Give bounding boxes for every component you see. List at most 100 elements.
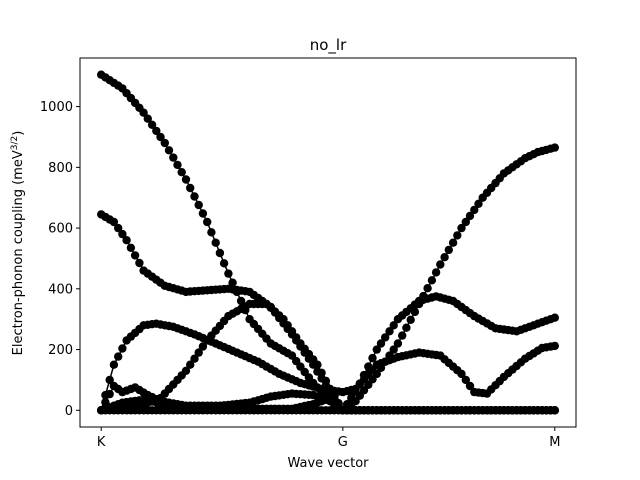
data-point-0-88 bbox=[470, 205, 479, 215]
x-tick-label-0: K bbox=[97, 435, 106, 450]
data-point-0-22 bbox=[190, 192, 199, 201]
data-point-1-69 bbox=[389, 321, 398, 330]
data-point-0-25 bbox=[203, 217, 212, 227]
data-point-3-45 bbox=[287, 327, 297, 336]
data-point-1-6 bbox=[122, 236, 131, 245]
y-axis-ticks: 0 200 400 600 800 1000 bbox=[40, 100, 80, 419]
data-point-0-31 bbox=[228, 278, 237, 287]
data-point-0-84 bbox=[453, 231, 462, 240]
x-tick-label-1: G bbox=[338, 435, 348, 450]
data-point-2-4 bbox=[114, 352, 123, 361]
y-tick-label-1: 200 bbox=[48, 343, 73, 358]
data-point-0-23 bbox=[194, 200, 203, 210]
data-point-0-30 bbox=[224, 269, 233, 278]
data-point-0-85 bbox=[457, 223, 466, 233]
y-axis-label-sup: 3/2 bbox=[10, 136, 20, 150]
data-point-3-22 bbox=[190, 354, 199, 363]
data-point-0-20 bbox=[181, 175, 191, 184]
data-point-0-16 bbox=[164, 146, 174, 155]
data-point-0-79 bbox=[431, 268, 441, 277]
data-point-0-14 bbox=[156, 132, 165, 142]
data-point-3-52 bbox=[317, 368, 326, 377]
data-point-3-44 bbox=[283, 321, 292, 330]
data-point-2-86 bbox=[461, 375, 470, 385]
data-point-2-3 bbox=[109, 360, 119, 369]
data-point-0-77 bbox=[423, 284, 432, 293]
y-axis-label-main: Electron-phonon coupling (meV bbox=[11, 150, 26, 355]
data-point-0-24 bbox=[198, 209, 208, 218]
data-point-0-87 bbox=[465, 211, 475, 221]
y-axis-label: Electron-phonon coupling (meV3/2) bbox=[10, 131, 26, 356]
data-point-0-12 bbox=[147, 120, 157, 129]
data-point-0-18 bbox=[173, 160, 182, 170]
data-point-0-78 bbox=[427, 276, 437, 285]
x-tick-label-2: M bbox=[549, 435, 560, 450]
data-point-1-66 bbox=[376, 339, 386, 348]
data-point-0-17 bbox=[169, 153, 178, 162]
data-point-3-51 bbox=[313, 360, 322, 369]
data-point-0-81 bbox=[440, 253, 449, 262]
data-point-2-107 bbox=[550, 341, 559, 351]
data-point-2-85 bbox=[457, 369, 466, 379]
data-point-0-89 bbox=[474, 199, 483, 208]
data-point-3-53 bbox=[321, 376, 331, 386]
data-point-1-8 bbox=[130, 251, 140, 260]
data-point-0-15 bbox=[160, 138, 169, 148]
data-point-3-21 bbox=[186, 360, 195, 369]
y-tick-label-4: 800 bbox=[48, 161, 73, 176]
data-point-0-82 bbox=[444, 245, 453, 255]
data-point-0-107 bbox=[550, 143, 559, 152]
data-point-2-2 bbox=[105, 375, 114, 385]
data-point-0-28 bbox=[215, 248, 225, 258]
data-point-0-86 bbox=[461, 217, 470, 227]
data-point-1-59 bbox=[347, 393, 356, 403]
data-point-0-71 bbox=[398, 331, 407, 340]
data-point-3-23 bbox=[194, 348, 203, 357]
data-point-6-107 bbox=[550, 406, 559, 415]
data-point-0-19 bbox=[177, 168, 186, 177]
data-point-0-27 bbox=[211, 238, 220, 247]
y-tick-label-5: 1000 bbox=[40, 100, 73, 115]
data-point-0-29 bbox=[219, 259, 229, 268]
data-point-0-13 bbox=[152, 126, 161, 136]
plot-frame bbox=[79, 57, 577, 428]
data-point-2-5 bbox=[118, 344, 127, 353]
data-point-1-64 bbox=[368, 353, 377, 363]
y-tick-label-3: 600 bbox=[48, 222, 73, 237]
data-point-2-87 bbox=[465, 381, 475, 391]
series-layer bbox=[97, 70, 559, 415]
y-tick-label-0: 0 bbox=[65, 404, 73, 419]
data-point-0-72 bbox=[402, 323, 411, 332]
data-point-1-5 bbox=[118, 229, 127, 239]
data-point-1-107 bbox=[550, 313, 559, 322]
data-point-0-11 bbox=[143, 114, 152, 123]
data-point-3-24 bbox=[198, 342, 208, 351]
data-point-0-69 bbox=[389, 345, 398, 354]
data-point-1-7 bbox=[126, 243, 136, 252]
data-point-3-46 bbox=[292, 333, 301, 342]
data-point-3-20 bbox=[181, 366, 191, 375]
data-point-0-26 bbox=[207, 228, 216, 237]
y-axis-label-close: ) bbox=[11, 131, 26, 136]
data-point-1-68 bbox=[385, 327, 394, 336]
data-point-1-4 bbox=[114, 223, 123, 233]
data-point-3-43 bbox=[279, 315, 288, 324]
data-point-1-65 bbox=[372, 345, 381, 354]
data-point-0-10 bbox=[139, 108, 148, 117]
y-tick-label-2: 400 bbox=[48, 282, 73, 297]
data-point-3-54 bbox=[325, 384, 335, 394]
data-point-1-67 bbox=[381, 333, 390, 342]
data-point-0-21 bbox=[186, 183, 195, 193]
data-point-1-58 bbox=[342, 400, 352, 409]
data-point-0-80 bbox=[436, 260, 445, 269]
data-point-4-2 bbox=[105, 389, 114, 399]
data-point-1-3 bbox=[109, 217, 119, 227]
x-axis-label: Wave vector bbox=[287, 456, 369, 471]
data-point-0-83 bbox=[448, 238, 458, 247]
data-point-0-73 bbox=[406, 315, 415, 324]
data-point-1-9 bbox=[135, 258, 144, 268]
data-point-0-70 bbox=[393, 339, 403, 348]
chart-title: no_lr bbox=[310, 36, 347, 55]
